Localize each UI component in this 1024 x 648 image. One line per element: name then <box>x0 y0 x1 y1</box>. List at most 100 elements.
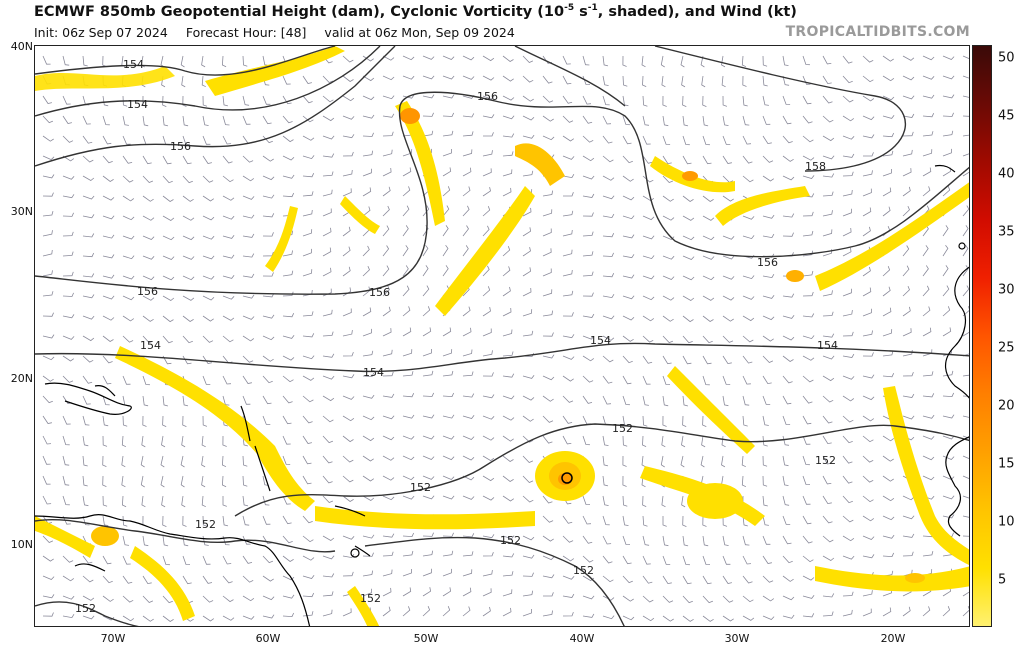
wind-barb <box>742 135 752 145</box>
wind-barb <box>522 267 532 277</box>
wind-barb <box>782 355 794 362</box>
wind-barb <box>322 609 333 617</box>
wind-barb <box>622 215 635 220</box>
wind-barb <box>642 595 654 603</box>
wind-barb <box>722 355 732 365</box>
wind-barb <box>622 475 627 487</box>
wind-barb <box>922 167 932 177</box>
wind-barb <box>682 555 690 566</box>
wind-barb <box>141 495 146 508</box>
wind-barb <box>402 55 415 61</box>
wind-barb <box>182 555 191 565</box>
wind-barb <box>222 615 235 621</box>
wind-barb <box>222 155 233 164</box>
wind-barb <box>402 414 415 419</box>
wind-barb <box>322 591 334 597</box>
wind-barb <box>342 151 354 157</box>
wind-barb <box>202 195 215 202</box>
wind-barb <box>782 575 794 582</box>
wind-barb <box>162 295 175 301</box>
wind-barb <box>721 75 726 88</box>
svg-text:152: 152 <box>195 518 216 531</box>
wind-barb <box>962 535 969 537</box>
wind-barb <box>282 270 294 277</box>
wind-barb <box>382 186 391 197</box>
wind-barb <box>222 234 235 239</box>
wind-barb <box>362 114 375 119</box>
wind-barb <box>602 293 615 299</box>
wind-barb <box>662 315 674 322</box>
wind-barb <box>362 435 375 442</box>
wind-barb <box>522 495 534 503</box>
svg-text:152: 152 <box>410 481 431 494</box>
wind-barb <box>82 175 95 181</box>
wind-barb <box>342 134 355 139</box>
wind-barb <box>602 455 609 467</box>
wind-barb <box>802 595 815 599</box>
wind-barb <box>822 611 834 617</box>
wind-barb <box>942 327 952 337</box>
wind-barb <box>862 75 874 83</box>
wind-barb <box>942 285 950 297</box>
wind-barb <box>622 555 632 565</box>
wind-barb <box>162 335 173 344</box>
wind-barb <box>222 595 234 603</box>
wind-barb <box>662 295 675 301</box>
wind-barb <box>102 355 113 364</box>
wind-barb <box>201 475 206 488</box>
wind-barb <box>722 175 734 183</box>
wind-barb <box>422 370 434 377</box>
wind-barb <box>882 552 895 558</box>
wind-barb <box>842 153 855 158</box>
wind-barb <box>822 515 833 524</box>
wind-barb <box>562 55 571 65</box>
wind-barb <box>382 393 395 398</box>
wind-barb <box>762 355 774 363</box>
wind-barb <box>42 395 53 404</box>
wind-barb <box>162 555 170 566</box>
wind-barb <box>582 395 593 404</box>
wind-barb <box>482 435 495 441</box>
wind-barb <box>642 135 651 145</box>
wind-barb <box>522 330 534 337</box>
wind-barb <box>622 254 635 259</box>
wind-barb <box>222 515 229 527</box>
vorticity-shading <box>35 46 969 626</box>
wind-barb <box>762 575 774 583</box>
wind-barb <box>782 55 789 66</box>
wind-barb <box>382 349 393 357</box>
wind-barb <box>802 495 811 505</box>
wind-barb <box>122 555 131 565</box>
wind-barb <box>502 475 514 482</box>
wind-barb <box>342 115 355 120</box>
wind-barb <box>282 115 293 124</box>
wind-barb <box>442 414 455 419</box>
wind-barb <box>142 95 147 107</box>
lon-label-50w: 50W <box>413 632 439 645</box>
wind-barb <box>782 555 793 564</box>
wind-barb <box>662 516 667 527</box>
wind-barb <box>42 334 55 339</box>
wind-barb <box>82 495 89 507</box>
wind-barb <box>121 455 126 468</box>
wind-barb <box>562 375 574 382</box>
wind-barb <box>862 590 873 597</box>
wind-barb <box>782 395 792 405</box>
wind-barb <box>362 75 375 82</box>
wind-barb <box>142 255 155 260</box>
lon-label-20w: 20W <box>880 632 906 645</box>
wind-barb <box>922 435 935 440</box>
wind-barb <box>582 555 594 563</box>
wind-barb <box>482 265 490 277</box>
wind-barb <box>662 375 671 385</box>
wind-barb <box>682 535 689 547</box>
wind-barb <box>702 595 714 604</box>
wind-barb <box>182 415 187 427</box>
wind-barb <box>622 435 628 447</box>
wind-barb <box>422 327 432 337</box>
map-title: ECMWF 850mb Geopotential Height (dam), C… <box>34 3 797 20</box>
wind-barb <box>562 290 574 297</box>
wind-barb <box>822 395 834 403</box>
wind-barb <box>942 244 949 257</box>
wind-barb <box>162 415 167 427</box>
